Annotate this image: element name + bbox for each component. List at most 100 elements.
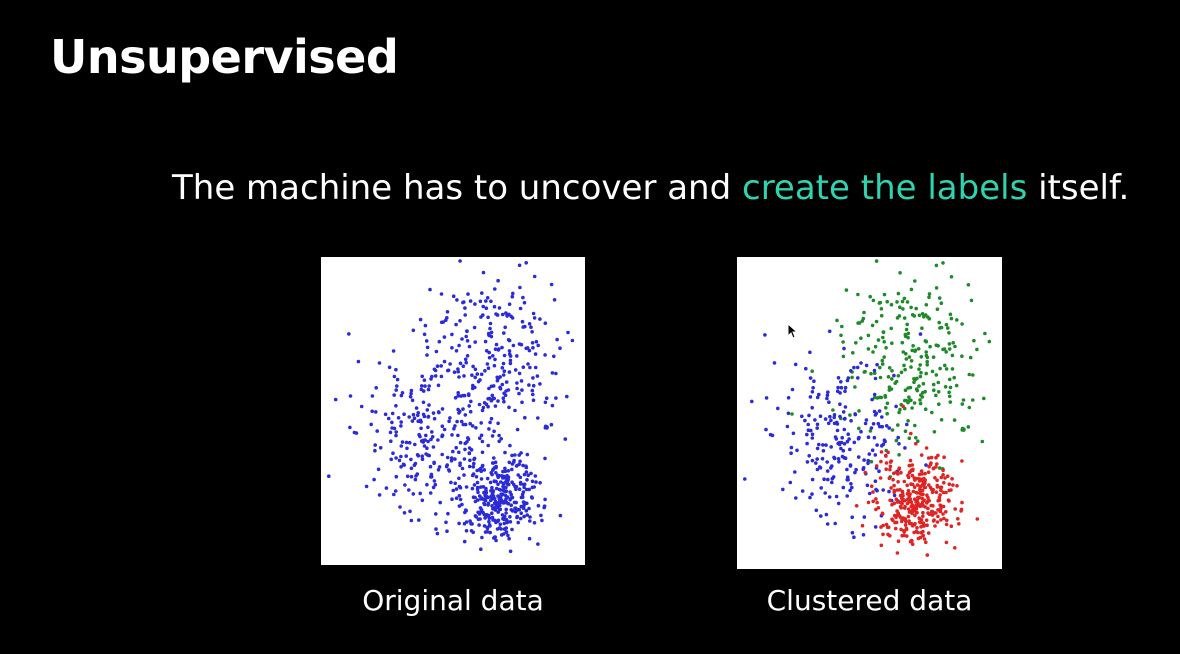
scatter-point bbox=[509, 503, 513, 507]
scatter-point bbox=[516, 473, 520, 477]
scatter-point bbox=[461, 364, 466, 368]
scatter-point bbox=[502, 331, 506, 335]
scatter-point bbox=[501, 516, 505, 521]
scatter-point bbox=[906, 507, 911, 511]
scatter-point bbox=[810, 492, 814, 496]
scatter-point bbox=[872, 371, 877, 375]
scatter-point bbox=[468, 519, 472, 523]
scatter-point bbox=[924, 303, 929, 307]
scatter-point bbox=[950, 353, 955, 358]
scatter-point bbox=[432, 479, 437, 483]
scatter-point bbox=[788, 480, 793, 485]
scatter-point bbox=[815, 467, 820, 472]
scatter-point bbox=[543, 400, 548, 405]
scatter-point bbox=[869, 426, 874, 430]
scatter-point bbox=[501, 373, 506, 377]
scatter-point bbox=[490, 504, 494, 508]
scatter-point bbox=[919, 355, 924, 359]
scatter-point bbox=[518, 475, 523, 480]
scatter-point bbox=[347, 332, 351, 336]
scatter-point bbox=[487, 355, 492, 360]
scatter-point bbox=[370, 394, 375, 398]
scatter-point bbox=[948, 400, 953, 404]
scatter-point bbox=[907, 355, 912, 359]
scatter-point bbox=[868, 429, 873, 433]
scatter-point bbox=[493, 347, 498, 351]
scatter-point bbox=[823, 417, 828, 421]
scatter-point bbox=[394, 474, 399, 479]
scatter-point bbox=[916, 439, 920, 443]
scatter-point bbox=[522, 472, 527, 477]
scatter-point bbox=[419, 384, 424, 388]
scatter-point bbox=[464, 360, 468, 365]
scatter-point bbox=[898, 488, 902, 492]
scatter-point bbox=[429, 475, 433, 479]
scatter-point bbox=[854, 504, 859, 508]
scatter-point bbox=[505, 518, 509, 523]
scatter-point bbox=[428, 287, 432, 292]
scatter-point bbox=[927, 464, 931, 469]
scatter-point bbox=[862, 458, 866, 462]
scatter-point bbox=[800, 489, 805, 493]
scatter-point bbox=[463, 422, 468, 427]
scatter-point bbox=[895, 488, 900, 492]
scatter-point bbox=[489, 330, 494, 335]
scatter-point bbox=[894, 497, 899, 501]
scatter-point bbox=[531, 398, 536, 402]
scatter-point bbox=[909, 504, 914, 509]
scatter-point bbox=[927, 499, 931, 503]
scatter-point bbox=[922, 485, 927, 490]
scatter-point bbox=[843, 385, 848, 390]
scatter-point bbox=[517, 453, 521, 457]
scatter-point bbox=[894, 404, 898, 409]
scatter-point bbox=[436, 468, 441, 472]
scatter-point bbox=[469, 522, 473, 526]
scatter-point bbox=[895, 509, 899, 513]
scatter-point bbox=[414, 474, 418, 478]
scatter-point bbox=[901, 307, 905, 311]
scatter-point bbox=[919, 478, 923, 483]
scatter-point bbox=[388, 430, 393, 435]
scatter-point bbox=[495, 375, 499, 380]
scatter-point bbox=[451, 294, 456, 298]
scatter-point bbox=[893, 381, 897, 385]
scatter-point bbox=[473, 302, 477, 306]
scatter-point bbox=[478, 299, 483, 304]
scatter-point bbox=[494, 342, 499, 347]
scatter-point bbox=[554, 371, 558, 376]
scatter-point bbox=[908, 458, 913, 463]
scatter-point bbox=[496, 473, 501, 478]
scatter-point bbox=[851, 351, 855, 355]
scatter-point bbox=[486, 503, 490, 507]
scatter-point bbox=[508, 358, 513, 363]
scatter-point bbox=[907, 463, 912, 468]
scatter-point bbox=[436, 383, 441, 388]
scatter-point bbox=[927, 292, 932, 296]
scatter-point bbox=[420, 498, 425, 503]
scatter-point bbox=[934, 455, 938, 460]
scatter-point bbox=[540, 518, 544, 523]
scatter-point bbox=[856, 292, 860, 297]
scatter-point bbox=[845, 467, 849, 472]
scatter-point bbox=[883, 439, 887, 444]
scatter-point bbox=[814, 508, 819, 513]
scatter-point bbox=[523, 415, 527, 420]
scatter-point bbox=[395, 384, 399, 388]
scatter-point bbox=[880, 512, 885, 516]
scatter-point bbox=[888, 467, 892, 472]
scatter-point bbox=[491, 489, 496, 493]
scatter-point bbox=[849, 482, 853, 486]
scatter-point bbox=[950, 367, 955, 371]
scatter-point bbox=[434, 512, 438, 516]
scatter-point bbox=[450, 433, 454, 437]
scatter-point bbox=[807, 413, 811, 418]
scatter-point bbox=[514, 508, 519, 513]
scatter-point bbox=[934, 343, 939, 347]
scatter-point bbox=[487, 523, 492, 527]
scatter-point bbox=[883, 393, 887, 398]
scatter-point bbox=[402, 511, 407, 515]
scatter-point bbox=[875, 443, 879, 447]
scatter-point bbox=[364, 484, 369, 489]
scatter-point bbox=[857, 409, 861, 413]
scatter-point bbox=[487, 427, 491, 431]
